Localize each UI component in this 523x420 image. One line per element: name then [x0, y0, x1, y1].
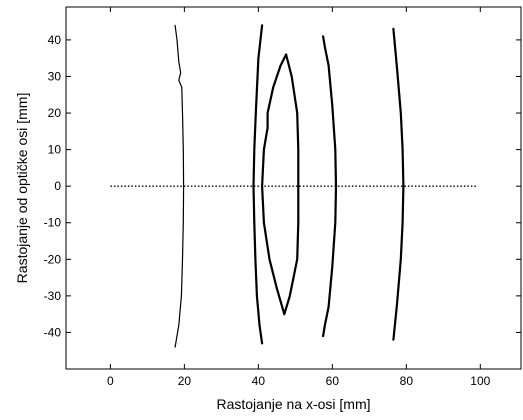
lens-surface-curve-4: [322, 35, 338, 338]
y-tick-label: 0: [54, 179, 61, 193]
y-tick-label: -10: [44, 216, 62, 230]
y-tick-label: 40: [48, 33, 62, 47]
x-tick-label: 40: [252, 374, 266, 388]
y-tick-label: -40: [44, 325, 62, 339]
x-tick-label: 20: [178, 374, 192, 388]
lens-surface-curve-2: [252, 24, 264, 345]
y-tick-label: -20: [44, 252, 62, 266]
plot-area-frame: [65, 6, 522, 370]
y-tick-label: 20: [48, 106, 62, 120]
x-tick-label: 80: [400, 374, 414, 388]
y-axis-label: Rastojanje od optičke osi [mm]: [14, 93, 30, 284]
lens-surface-curve-1: [174, 24, 185, 348]
chart-marks: [110, 24, 477, 348]
lens-surface-curve-3: [261, 53, 300, 316]
x-tick-label: 100: [470, 374, 490, 388]
lens-surface-curve-5: [392, 27, 405, 341]
y-tick-label: 10: [48, 143, 62, 157]
x-axis-label: Rastojanje na x-osi [mm]: [216, 396, 370, 412]
y-tick-label: 30: [48, 69, 62, 83]
x-tick-label: 60: [326, 374, 340, 388]
axis-ticks: 0 20 40 60 80 100 -40 -30 -20 -10 0 10 20 30 40: [44, 7, 521, 388]
y-tick-label: -30: [44, 289, 62, 303]
x-tick-label: 0: [107, 374, 114, 388]
